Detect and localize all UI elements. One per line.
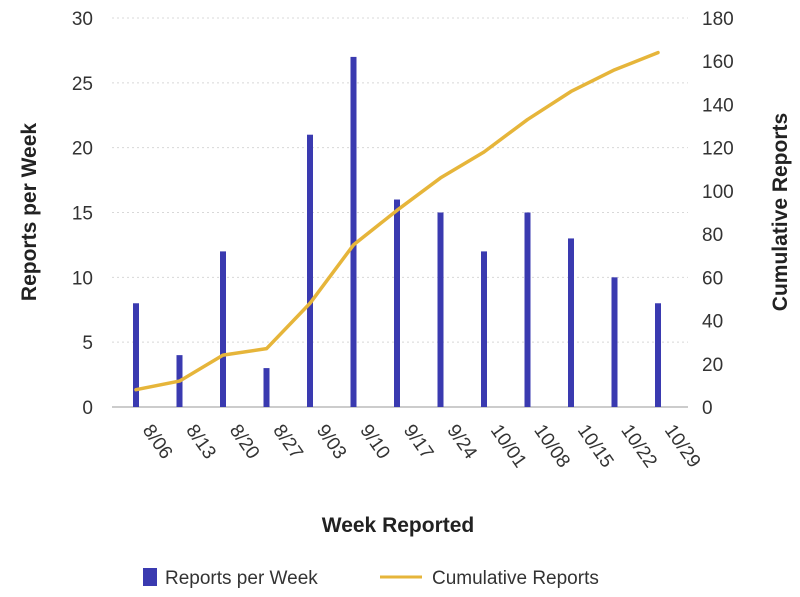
bar <box>220 251 226 407</box>
x-tick-label: 8/20 <box>225 421 263 463</box>
left-axis-ticks: 0 5 10 15 20 25 30 <box>72 9 93 419</box>
x-tick-label: 9/24 <box>442 421 481 464</box>
bar <box>394 199 400 407</box>
x-tick-label: 8/06 <box>138 421 176 463</box>
x-tick-label: 9/17 <box>399 421 437 463</box>
x-tick-label: 10/15 <box>573 421 617 472</box>
x-axis-ticks: 8/06 8/13 8/20 8/27 9/03 9/10 9/17 9/24 10/01 10/… <box>138 421 704 472</box>
x-tick-label: 10/01 <box>486 421 530 472</box>
legend-bar-label: Reports per Week <box>165 568 318 589</box>
y-tick-label: 25 <box>72 74 93 95</box>
y2-tick-label: 180 <box>702 9 734 30</box>
y-tick-label: 15 <box>72 204 93 225</box>
cumulative-line <box>134 50 660 392</box>
x-axis-title: Week Reported <box>322 514 475 537</box>
bar <box>133 303 139 407</box>
bar <box>611 277 618 407</box>
y-tick-label: 0 <box>82 398 93 419</box>
x-tick-label: 8/27 <box>268 421 306 463</box>
bar <box>437 212 444 407</box>
bar <box>263 368 270 407</box>
y2-tick-label: 40 <box>702 312 723 333</box>
legend-bar-swatch <box>143 568 157 586</box>
legend: Reports per Week Cumulative Reports <box>143 568 599 589</box>
y2-tick-label: 20 <box>702 355 723 376</box>
bar <box>655 303 661 407</box>
y-tick-label: 20 <box>72 139 93 160</box>
bar <box>524 212 531 407</box>
legend-line-label: Cumulative Reports <box>432 568 599 589</box>
bar <box>350 56 357 408</box>
x-tick-label: 10/08 <box>529 421 573 472</box>
y-axis-title: Reports per Week <box>18 123 41 301</box>
y2-tick-label: 120 <box>702 139 734 160</box>
x-tick-label: 9/10 <box>355 421 393 463</box>
y2-axis-title: Cumulative Reports <box>769 113 792 311</box>
y2-tick-label: 140 <box>702 95 734 116</box>
x-tick-label: 10/22 <box>616 421 660 472</box>
bar-series <box>133 56 661 408</box>
right-axis-ticks: 0 20 40 60 80 100 120 140 160 180 <box>702 9 734 419</box>
x-tick-label: 8/13 <box>181 421 219 463</box>
y2-tick-label: 0 <box>702 398 713 419</box>
y-tick-label: 30 <box>72 9 93 30</box>
y2-tick-label: 80 <box>702 225 723 246</box>
x-tick-label: 10/29 <box>660 421 704 472</box>
y2-tick-label: 60 <box>702 268 723 289</box>
y-tick-label: 5 <box>82 333 93 354</box>
y2-tick-label: 160 <box>702 52 734 73</box>
y-tick-label: 10 <box>72 268 93 289</box>
line-series <box>134 50 660 392</box>
x-tick-label: 9/03 <box>312 421 350 463</box>
y2-tick-label: 100 <box>702 182 734 203</box>
bar <box>568 238 574 407</box>
bar <box>307 134 313 407</box>
bar <box>481 251 487 407</box>
